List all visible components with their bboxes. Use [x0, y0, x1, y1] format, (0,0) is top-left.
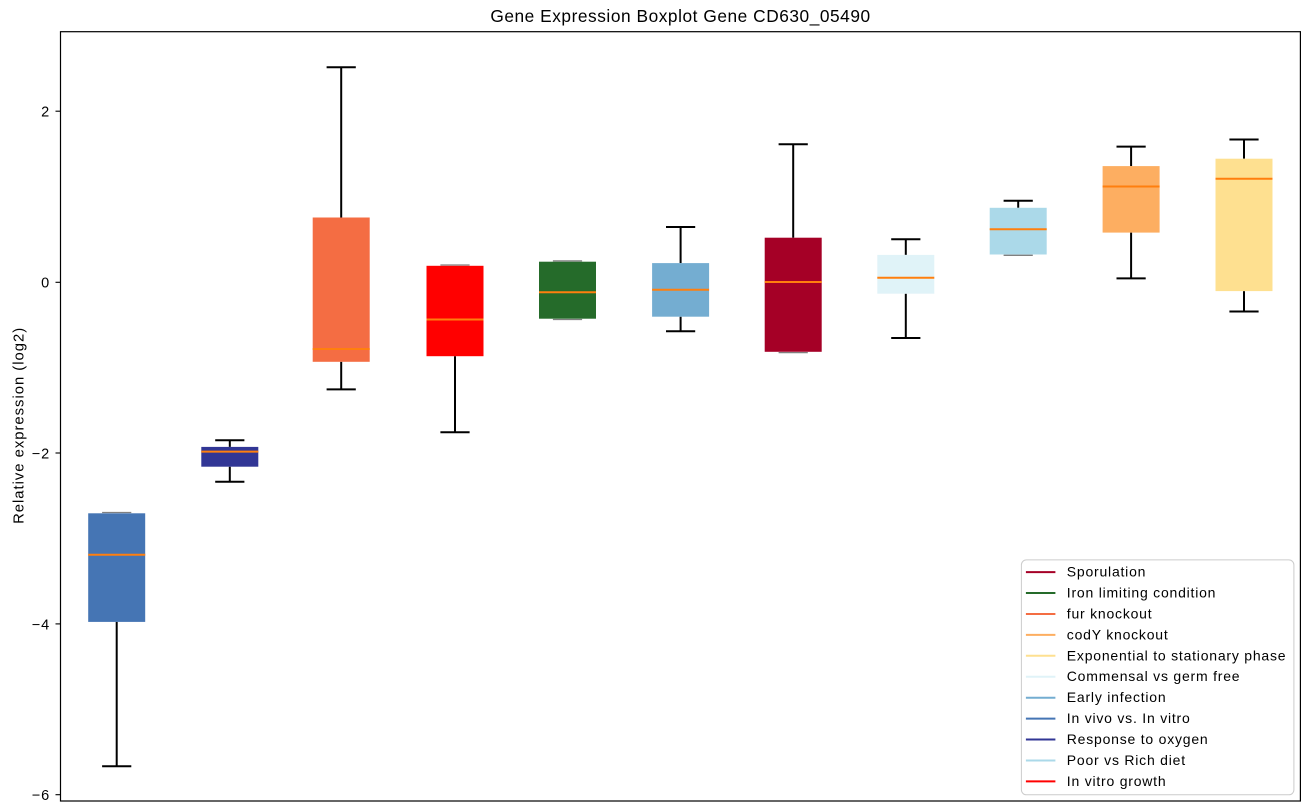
svg-text:Gene Expression Boxplot Gene C: Gene Expression Boxplot Gene CD630_05490 — [490, 6, 870, 26]
svg-text:−4: −4 — [32, 617, 50, 633]
svg-text:In vivo vs. In vitro: In vivo vs. In vitro — [1067, 710, 1191, 726]
svg-text:Response to oxygen: Response to oxygen — [1067, 731, 1209, 747]
svg-text:Early infection: Early infection — [1067, 689, 1167, 705]
svg-text:Commensal vs germ free: Commensal vs germ free — [1067, 668, 1241, 684]
svg-text:0: 0 — [41, 276, 50, 292]
svg-text:codY knockout: codY knockout — [1067, 626, 1169, 642]
svg-text:−6: −6 — [32, 788, 50, 804]
svg-text:Sporulation: Sporulation — [1067, 564, 1146, 580]
svg-text:Iron limiting condition: Iron limiting condition — [1067, 585, 1216, 601]
svg-text:In vitro growth: In vitro growth — [1067, 773, 1167, 789]
svg-text:Poor vs Rich diet: Poor vs Rich diet — [1067, 752, 1186, 768]
svg-text:2: 2 — [41, 105, 50, 121]
svg-text:Relative expression (log2): Relative expression (log2) — [12, 327, 28, 524]
svg-text:Exponential to stationary phas: Exponential to stationary phase — [1067, 647, 1287, 663]
svg-text:fur knockout: fur knockout — [1067, 606, 1153, 622]
svg-text:−2: −2 — [32, 446, 50, 462]
